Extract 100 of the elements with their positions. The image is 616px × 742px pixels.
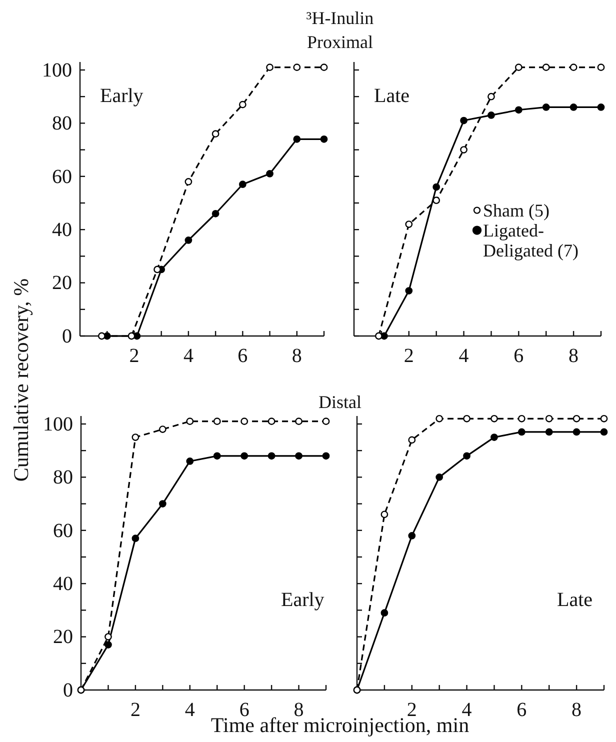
point	[295, 452, 302, 460]
point	[436, 474, 444, 481]
y-tick-label: 40	[53, 572, 73, 595]
point	[186, 458, 194, 465]
y-tick-label: 60	[52, 166, 72, 188]
x-tick-label: 4	[183, 345, 194, 367]
point	[405, 220, 413, 228]
x-tick-label: 8	[292, 345, 302, 367]
point	[545, 428, 553, 436]
point	[600, 414, 608, 422]
point	[154, 266, 161, 274]
point	[460, 116, 468, 124]
y-tick-label: 0	[63, 679, 73, 702]
point	[268, 452, 276, 460]
point	[213, 418, 221, 426]
point	[380, 609, 388, 617]
chart-title: Distal	[318, 392, 362, 412]
point	[600, 428, 608, 436]
point	[293, 135, 301, 143]
point	[408, 532, 416, 540]
point	[158, 426, 166, 433]
point	[186, 418, 194, 426]
point	[488, 112, 495, 119]
point	[132, 534, 140, 542]
point	[514, 106, 522, 114]
point	[490, 414, 498, 422]
point	[293, 64, 301, 72]
point	[514, 64, 522, 72]
y-tick-label: 20	[53, 626, 73, 648]
annotation: Early	[100, 85, 144, 107]
point	[570, 104, 578, 111]
point	[266, 64, 274, 72]
point	[597, 64, 605, 72]
x-tick-label: 2	[129, 345, 140, 367]
point	[128, 332, 136, 340]
point	[104, 641, 112, 648]
y-tick-label: 20	[52, 272, 72, 294]
point	[238, 180, 246, 188]
point	[436, 414, 444, 422]
point	[268, 418, 276, 426]
point	[380, 510, 388, 518]
point	[322, 452, 330, 460]
y-tick-label: 80	[52, 112, 72, 135]
point	[320, 64, 328, 72]
point	[460, 146, 468, 154]
point	[266, 170, 274, 178]
point	[518, 414, 526, 422]
point	[104, 633, 112, 640]
y-tick-label: 60	[53, 520, 73, 542]
point	[132, 434, 140, 441]
y-tick-label: 80	[53, 466, 73, 489]
point	[463, 452, 470, 460]
point	[322, 418, 330, 426]
point	[375, 332, 382, 340]
x-tick-label: 4	[462, 699, 472, 721]
x-tick-label: 2	[130, 699, 140, 721]
point	[158, 500, 166, 508]
x-tick-label: 4	[458, 345, 469, 367]
point	[432, 196, 440, 204]
point	[240, 418, 248, 426]
annotation: Late	[557, 589, 593, 611]
x-tick-label: 4	[184, 699, 195, 721]
x-tick-label: 2	[404, 345, 414, 367]
x-tick-label: 8	[572, 699, 582, 721]
point	[490, 434, 498, 441]
point	[320, 135, 328, 143]
point	[518, 428, 526, 436]
point	[295, 418, 302, 426]
point	[212, 130, 220, 138]
point	[184, 178, 192, 186]
point	[98, 332, 106, 340]
point	[238, 100, 246, 108]
point	[488, 92, 495, 100]
point	[240, 452, 248, 460]
point	[572, 428, 580, 436]
legend-label: Sham (5)	[483, 200, 550, 220]
y-tick-label: 0	[62, 325, 72, 348]
point	[432, 183, 440, 191]
x-tick-label: 6	[238, 345, 248, 367]
chart-subtitle: Proximal	[307, 32, 373, 52]
y-axis-title: Cumulative recovery, %	[9, 278, 33, 482]
chart-title: ³H-Inulin	[306, 8, 374, 28]
legend-label: Ligated-Deligated (7)	[483, 220, 578, 260]
x-tick-label: 8	[568, 345, 579, 367]
x-tick-label: 6	[516, 699, 527, 721]
x-tick-label: 6	[514, 345, 524, 367]
point	[408, 436, 416, 444]
point	[572, 414, 580, 422]
y-tick-label: 100	[43, 413, 73, 436]
point	[545, 414, 553, 422]
point	[212, 210, 220, 218]
annotation: Early	[281, 589, 324, 611]
x-tick-label: 2	[406, 699, 417, 721]
point	[542, 104, 550, 111]
x-tick-label: 8	[294, 699, 304, 721]
point	[463, 414, 470, 422]
y-tick-label: 100	[42, 59, 72, 82]
point	[405, 287, 413, 294]
point	[570, 64, 578, 72]
point	[184, 236, 192, 244]
